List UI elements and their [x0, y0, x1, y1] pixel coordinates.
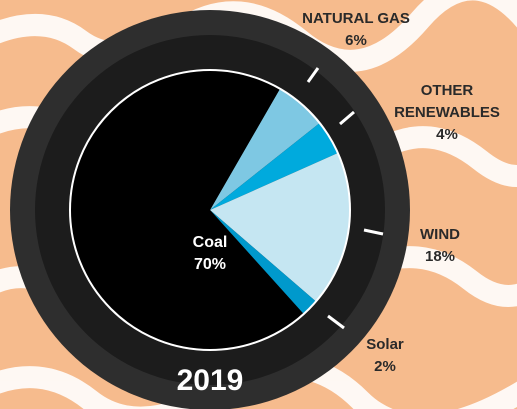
value-label: 70%	[160, 254, 260, 276]
value-label: 2%	[335, 356, 435, 378]
chart: NATURAL GAS6% OTHER RENEWABLES4% WIND18% So…	[0, 0, 517, 409]
value-label: 18%	[380, 246, 500, 268]
pie	[70, 70, 350, 350]
value-label: 4%	[377, 124, 517, 146]
category-label: NATURAL GAS	[266, 8, 446, 30]
chart-title: 2019	[177, 364, 244, 398]
value-label: 6%	[266, 30, 446, 52]
category-label: Solar	[335, 334, 435, 356]
category-label: WIND	[380, 224, 500, 246]
category-label: Coal	[160, 232, 260, 254]
category-label: OTHER RENEWABLES	[377, 80, 517, 124]
chart-graphic	[0, 0, 517, 409]
